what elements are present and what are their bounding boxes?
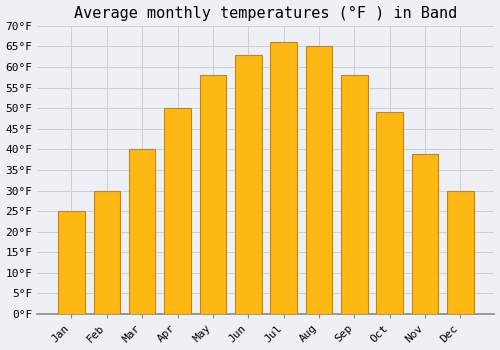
Bar bbox=[94, 190, 120, 314]
Bar bbox=[306, 47, 332, 314]
Bar bbox=[164, 108, 191, 314]
Bar bbox=[58, 211, 84, 314]
Bar bbox=[200, 75, 226, 314]
Bar bbox=[447, 190, 473, 314]
Bar bbox=[341, 75, 367, 314]
Bar bbox=[270, 42, 297, 314]
Bar bbox=[129, 149, 156, 314]
Title: Average monthly temperatures (°F ) in Band: Average monthly temperatures (°F ) in Ba… bbox=[74, 6, 458, 21]
Bar bbox=[412, 154, 438, 314]
Bar bbox=[235, 55, 262, 314]
Bar bbox=[376, 112, 403, 314]
